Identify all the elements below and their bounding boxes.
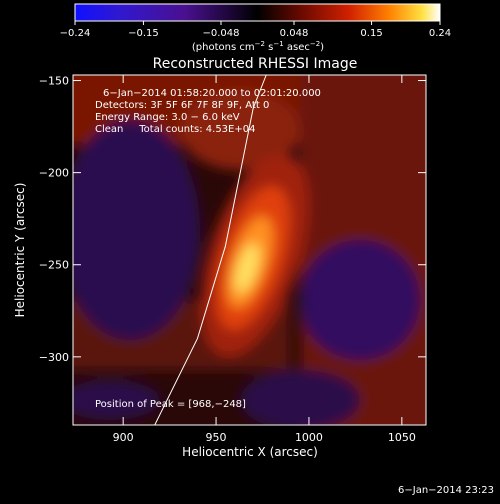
y-tick-label: −200 xyxy=(39,167,69,180)
x-tick-label: 900 xyxy=(113,431,134,444)
x-axis-title: Heliocentric X (arcsec) xyxy=(182,445,318,459)
x-axis-ticks: 900 950 1000 1050 xyxy=(113,75,416,444)
y-tick-label: −250 xyxy=(39,259,69,272)
colorbar-tick-label: −0.048 xyxy=(202,28,239,39)
footer-date: 6−Jan−2014 23:23 xyxy=(398,485,494,496)
y-tick-label: −300 xyxy=(39,351,69,364)
y-tick-label: −150 xyxy=(39,75,69,88)
x-tick-label: 950 xyxy=(206,431,227,444)
colorbar-units: (photons cm−2 s−1 asec−2) xyxy=(192,40,324,53)
chart-title: Reconstructed RHESSI Image xyxy=(153,56,358,72)
heatmap-image xyxy=(73,75,426,425)
colorbar-tick-label: −0.24 xyxy=(60,28,91,39)
solar-limb-curve xyxy=(154,75,267,425)
annotation-energy: Energy Range: 3.0 − 6.0 keV xyxy=(95,112,240,123)
annotation-peak: Position of Peak = [968,−248] xyxy=(95,399,246,410)
x-tick-label: 1050 xyxy=(388,431,416,444)
colorbar-tick-label: −0.15 xyxy=(128,28,159,39)
colorbar-ticks: −0.24 −0.15 −0.048 0.048 0.15 0.24 xyxy=(60,21,451,39)
annotation-time-range: 6−Jan−2014 01:58:20.000 to 02:01:20.000 xyxy=(103,88,321,99)
colorbar-tick-label: 0.15 xyxy=(360,28,382,39)
x-tick-label: 1000 xyxy=(295,431,323,444)
colorbar-tick-label: 0.24 xyxy=(429,28,451,39)
y-axis-title: Heliocentric Y (arcsec) xyxy=(13,183,27,318)
colorbar-tick-label: 0.048 xyxy=(280,28,309,39)
annotation-detectors: Detectors: 3F 5F 6F 7F 8F 9F, Att 0 xyxy=(95,100,269,111)
colorbar xyxy=(74,3,441,22)
plot-frame xyxy=(72,74,427,426)
annotation-clean: Clean Total counts: 4.53E+04 xyxy=(95,124,255,135)
y-axis-ticks: −150 −200 −250 −300 xyxy=(39,75,426,364)
